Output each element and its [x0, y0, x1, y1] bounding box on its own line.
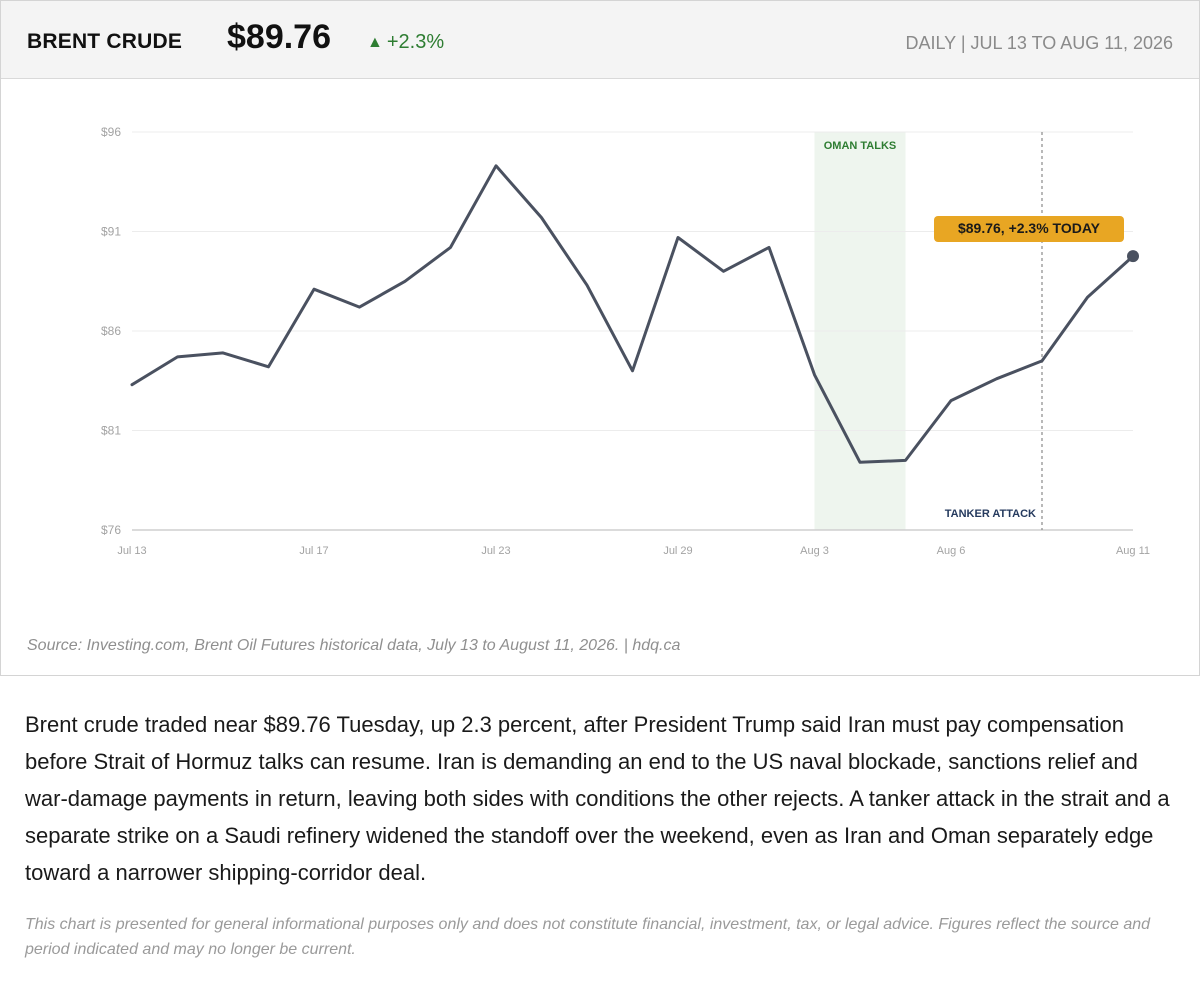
y-tick-label: $81 [101, 424, 121, 438]
x-tick-label: Jul 23 [481, 545, 510, 557]
price-change: ▲ +2.3% [367, 31, 444, 54]
y-tick-label: $91 [101, 225, 121, 239]
up-arrow-icon: ▲ [367, 34, 383, 51]
price-chart: $96 $91 $86 $81 $76 Jul 13 Jul 17 Jul 23 Jul 29 A… [101, 125, 1150, 557]
y-tick-label: $76 [101, 523, 121, 537]
x-tick-label: Jul 29 [663, 545, 692, 557]
chart-card: BRENT CRUDE $89.76 ▲ +2.3% DAILY | JUL 13… [0, 0, 1200, 676]
chart-area: $96 $91 $86 $81 $76 Jul 13 Jul 17 Jul 23 Jul 29 A… [1, 79, 1199, 619]
today-callout-box [934, 216, 1124, 242]
event-label: TANKER ATTACK [945, 508, 1036, 520]
disclaimer: This chart is presented for general info… [25, 916, 1151, 958]
period-label: DAILY | JUL 13 TO AUG 11, 2026 [905, 33, 1174, 53]
y-tick-label: $86 [101, 324, 121, 338]
x-tick-label: Aug 11 [1116, 545, 1150, 557]
x-tick-label: Aug 3 [800, 545, 829, 557]
x-tick-label: Aug 6 [937, 545, 966, 557]
today-callout-label: $89.76, +2.3% TODAY [958, 220, 1101, 236]
chart-header: BRENT CRUDE $89.76 ▲ +2.3% DAILY | JUL 13… [1, 1, 1199, 79]
price-change-value: +2.3% [386, 31, 445, 53]
talks-band-label: OMAN TALKS [824, 140, 897, 152]
x-tick-label: Jul 13 [117, 545, 146, 557]
current-price: $89.76 [227, 18, 331, 56]
last-price-point [1127, 250, 1139, 263]
price-line [130, 164, 1135, 464]
x-tick-label: Jul 17 [299, 545, 328, 557]
source-note: Source: Investing.com, Brent Oil Futures… [27, 637, 681, 654]
commodity-name: BRENT CRUDE [27, 30, 183, 53]
summary-paragraph: Brent crude traded near $89.76 Tuesday, … [25, 712, 1170, 885]
y-tick-label: $96 [101, 125, 121, 139]
